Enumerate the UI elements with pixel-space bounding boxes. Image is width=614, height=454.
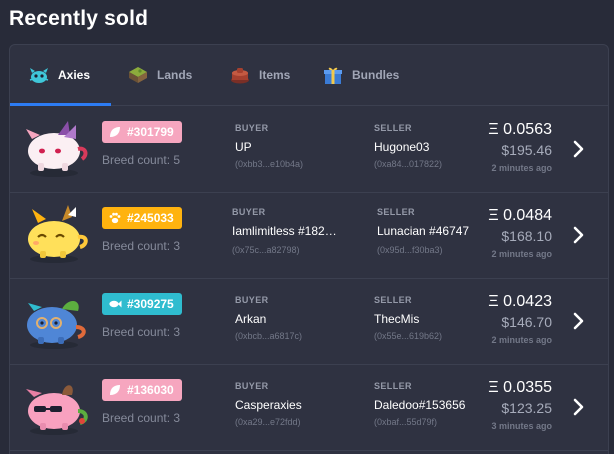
sold-time: 2 minutes ago xyxy=(491,335,552,345)
breed-count: Breed count: 3 xyxy=(102,325,181,339)
buyer-label: BUYER xyxy=(232,207,266,217)
bundle-icon xyxy=(324,67,342,84)
seller-label: SELLER xyxy=(374,123,412,133)
tab-bundles[interactable]: Bundles xyxy=(322,45,399,105)
buyer-address: (0x75c...a82798) xyxy=(232,245,300,255)
buyer-name[interactable]: Arkan xyxy=(235,312,267,326)
axie-id: #136030 xyxy=(127,383,174,397)
tab-lands-label: Lands xyxy=(157,68,193,82)
price-eth: Ξ 0.0563 xyxy=(488,121,552,138)
land-icon xyxy=(129,67,147,83)
breed-count: Breed count: 5 xyxy=(102,153,181,167)
paw-icon xyxy=(109,212,121,224)
axie-image xyxy=(27,300,86,349)
buyer-label: BUYER xyxy=(235,295,269,305)
axie-id: #309275 xyxy=(127,297,174,311)
tab-items-label: Items xyxy=(259,68,291,82)
buyer-label: BUYER xyxy=(235,381,269,391)
seller-name[interactable]: ThecMis xyxy=(374,312,420,326)
price-usd: $123.25 xyxy=(501,400,552,416)
chevron-right-icon[interactable] xyxy=(572,225,586,245)
sale-row[interactable]: #301799 Breed count: 5 BUYER UP (0xbb3..… xyxy=(10,107,608,193)
price-usd: $168.10 xyxy=(501,228,552,244)
seller-address: (0x55e...619b62) xyxy=(374,331,443,341)
price-eth: Ξ 0.0423 xyxy=(488,293,552,310)
tab-bundles-label: Bundles xyxy=(352,68,400,82)
price-eth: Ξ 0.0484 xyxy=(488,207,552,224)
axie-id: #301799 xyxy=(127,125,174,139)
buyer-address: (0xbb3...e10b4a) xyxy=(235,159,304,169)
axie-image xyxy=(26,385,88,435)
seller-label: SELLER xyxy=(377,207,415,217)
recently-sold-panel: Axies Lands Items xyxy=(9,44,609,454)
tab-bar: Axies Lands Items xyxy=(10,45,608,106)
axie-image xyxy=(28,205,88,263)
axie-id-badge: #309275 xyxy=(102,293,182,315)
seller-name[interactable]: Lunacian #46747 xyxy=(377,224,470,238)
sale-row[interactable]: #309275 Breed count: 3 BUYER Arkan (0xbc… xyxy=(10,279,608,365)
axie-id: #245033 xyxy=(127,211,174,225)
chevron-right-icon[interactable] xyxy=(572,311,586,331)
sold-time: 2 minutes ago xyxy=(491,163,552,173)
price-usd: $195.46 xyxy=(501,142,552,158)
seller-label: SELLER xyxy=(374,295,412,305)
seller-address: (0x95d...f30ba3) xyxy=(377,245,443,255)
buyer-address: (0xa29...e72fdd) xyxy=(235,417,301,427)
seller-label: SELLER xyxy=(374,381,412,391)
buyer-name[interactable]: Iamlimitless #182… xyxy=(232,224,337,238)
price-eth: Ξ 0.0355 xyxy=(488,379,552,396)
fish-icon xyxy=(109,300,122,308)
seller-address: (0xa84...017822) xyxy=(374,159,443,169)
tab-lands[interactable]: Lands xyxy=(127,45,192,105)
sold-time: 2 minutes ago xyxy=(491,249,552,259)
buyer-name[interactable]: Casperaxies xyxy=(235,398,302,412)
active-tab-indicator xyxy=(10,103,111,106)
sale-row[interactable]: #245033 Breed count: 3 BUYER Iamlimitles… xyxy=(10,193,608,279)
axie-id-badge: #301799 xyxy=(102,121,182,143)
axie-id-badge: #245033 xyxy=(102,207,182,229)
tab-axies[interactable]: Axies xyxy=(28,45,90,105)
buyer-name[interactable]: UP xyxy=(235,140,252,154)
seller-name[interactable]: Hugone03 xyxy=(374,140,430,154)
axie-id-badge: #136030 xyxy=(102,379,182,401)
buyer-address: (0xbcb...a6817c) xyxy=(235,331,303,341)
sold-time: 3 minutes ago xyxy=(491,421,552,431)
price-usd: $146.70 xyxy=(501,314,552,330)
page-title: Recently sold xyxy=(9,7,149,30)
breed-count: Breed count: 3 xyxy=(102,239,181,253)
axie-image xyxy=(26,121,88,177)
tab-items[interactable]: Items xyxy=(229,45,290,105)
leaf-icon xyxy=(110,385,120,395)
breed-count: Breed count: 3 xyxy=(102,411,181,425)
leaf-icon xyxy=(110,127,120,137)
axie-icon xyxy=(29,68,49,83)
tab-axies-label: Axies xyxy=(58,68,91,82)
sale-row[interactable]: #136030 Breed count: 3 BUYER Casperaxies… xyxy=(10,365,608,451)
seller-address: (0xbaf...55d79f) xyxy=(374,417,438,427)
chevron-right-icon[interactable] xyxy=(572,139,586,159)
seller-name[interactable]: Daledoo#153656 xyxy=(374,398,466,412)
buyer-label: BUYER xyxy=(235,123,269,133)
chevron-right-icon[interactable] xyxy=(572,397,586,417)
item-icon xyxy=(231,68,249,84)
